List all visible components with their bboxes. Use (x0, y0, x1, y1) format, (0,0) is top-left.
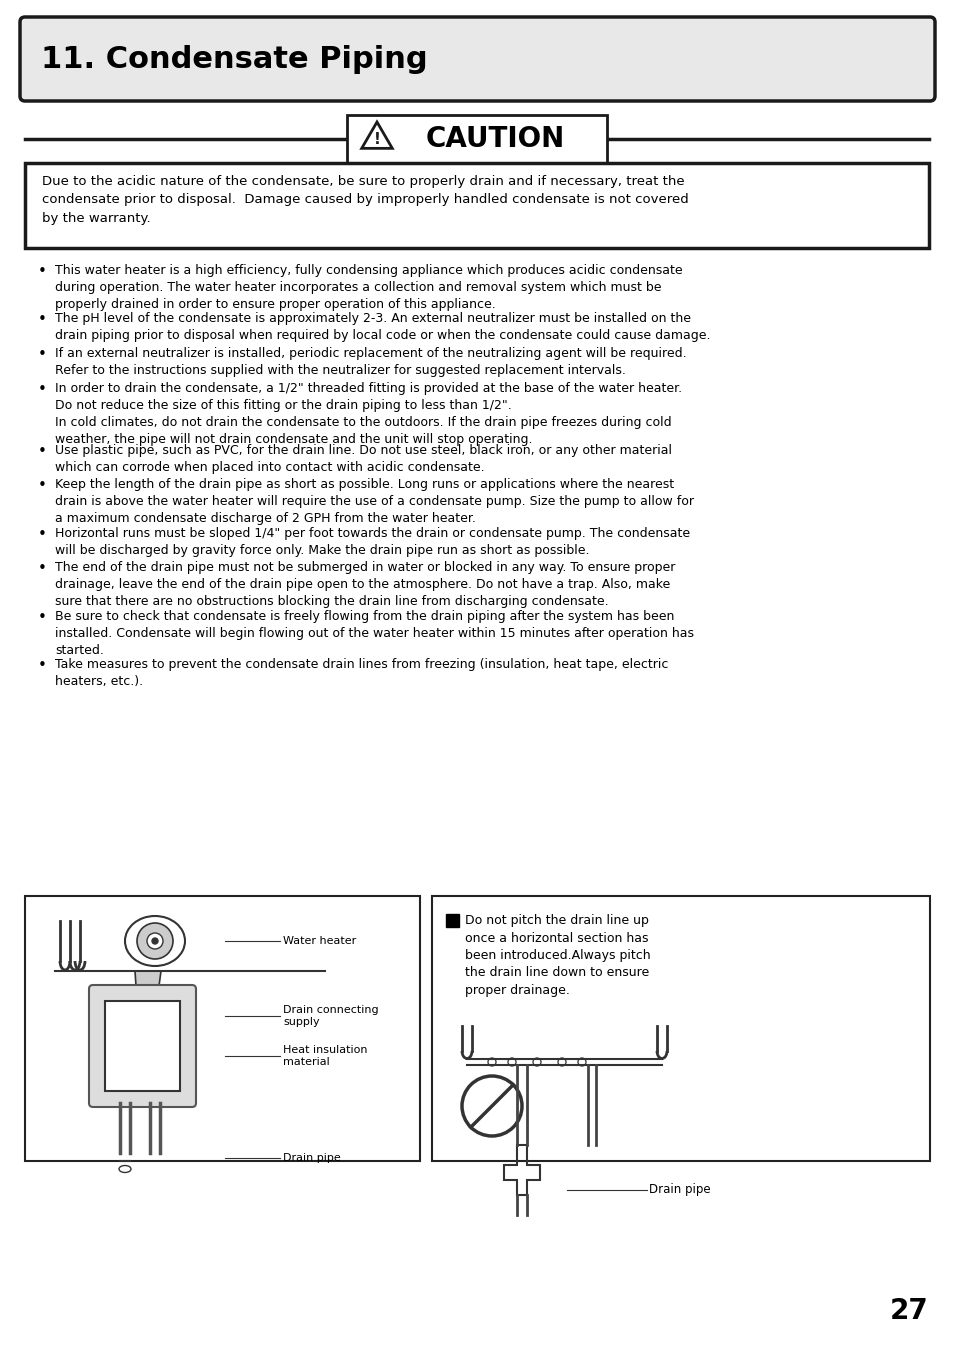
Text: The pH level of the condensate is approximately 2-3. An external neutralizer mus: The pH level of the condensate is approx… (55, 312, 710, 342)
Polygon shape (135, 971, 161, 1001)
Text: Do not pitch the drain line up
once a horizontal section has
been introduced.Alw: Do not pitch the drain line up once a ho… (464, 915, 650, 997)
Text: CAUTION: CAUTION (425, 126, 564, 153)
Text: •: • (38, 312, 47, 327)
Circle shape (137, 923, 172, 959)
Circle shape (507, 1058, 516, 1066)
Text: •: • (38, 381, 47, 397)
Text: 27: 27 (889, 1297, 928, 1325)
Bar (446, 915, 458, 927)
Text: Drain connecting
supply: Drain connecting supply (283, 1005, 378, 1027)
Circle shape (558, 1058, 565, 1066)
Text: Use plastic pipe, such as PVC, for the drain line. Do not use steel, black iron,: Use plastic pipe, such as PVC, for the d… (55, 443, 671, 474)
Text: Heat insulation
material: Heat insulation material (283, 1044, 367, 1067)
Bar (25, 896, 419, 1161)
Text: •: • (38, 609, 47, 624)
Text: Water heater: Water heater (283, 936, 355, 946)
Text: !: ! (374, 132, 380, 147)
Circle shape (147, 934, 163, 948)
Text: Drain pipe: Drain pipe (283, 1152, 340, 1163)
Text: •: • (38, 478, 47, 493)
Circle shape (152, 938, 158, 944)
Text: Horizontal runs must be sloped 1/4" per foot towards the drain or condensate pum: Horizontal runs must be sloped 1/4" per … (55, 527, 689, 557)
Text: •: • (38, 527, 47, 542)
Text: Drain pipe: Drain pipe (648, 1183, 710, 1197)
Text: 11. Condensate Piping: 11. Condensate Piping (41, 45, 427, 73)
Circle shape (533, 1058, 540, 1066)
FancyBboxPatch shape (89, 985, 195, 1106)
Bar (347, 115, 606, 163)
Bar (25, 163, 928, 249)
Text: The end of the drain pipe must not be submerged in water or blocked in any way. : The end of the drain pipe must not be su… (55, 562, 675, 608)
Text: •: • (38, 562, 47, 577)
Bar (432, 896, 929, 1161)
Text: •: • (38, 658, 47, 673)
Text: Be sure to check that condensate is freely flowing from the drain piping after t: Be sure to check that condensate is free… (55, 609, 693, 657)
Text: This water heater is a high efficiency, fully condensing appliance which produce: This water heater is a high efficiency, … (55, 263, 682, 311)
Text: Keep the length of the drain pipe as short as possible. Long runs or application: Keep the length of the drain pipe as sho… (55, 478, 693, 526)
Bar (105, 1001, 180, 1092)
Text: •: • (38, 443, 47, 459)
Text: •: • (38, 263, 47, 280)
Text: In order to drain the condensate, a 1/2" threaded fitting is provided at the bas: In order to drain the condensate, a 1/2"… (55, 381, 681, 446)
FancyBboxPatch shape (20, 18, 934, 101)
Circle shape (488, 1058, 496, 1066)
Text: Take measures to prevent the condensate drain lines from freezing (insulation, h: Take measures to prevent the condensate … (55, 658, 668, 688)
Text: •: • (38, 347, 47, 362)
Circle shape (461, 1075, 521, 1136)
Text: If an external neutralizer is installed, periodic replacement of the neutralizin: If an external neutralizer is installed,… (55, 347, 686, 377)
Circle shape (578, 1058, 585, 1066)
Text: Due to the acidic nature of the condensate, be sure to properly drain and if nec: Due to the acidic nature of the condensa… (42, 176, 688, 226)
Ellipse shape (119, 1166, 131, 1173)
